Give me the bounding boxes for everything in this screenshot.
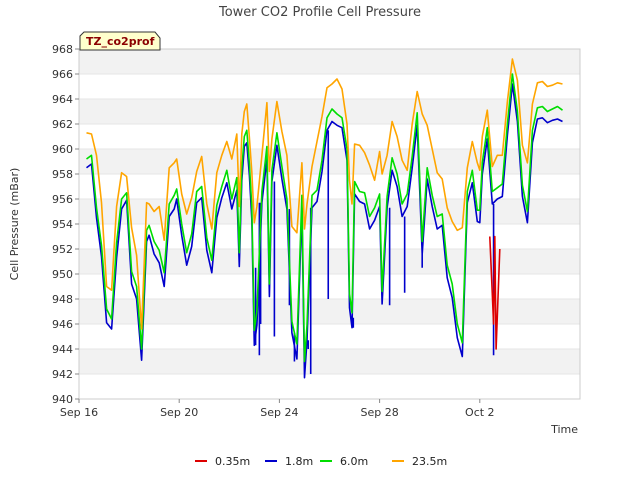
x-tick-label: Oct 2 — [465, 406, 495, 419]
y-tick-label: 956 — [52, 193, 73, 206]
grid-band — [79, 99, 580, 124]
x-tick-label: Sep 28 — [360, 406, 398, 419]
x-tick-label: Sep 16 — [60, 406, 98, 419]
y-tick-label: 964 — [52, 93, 73, 106]
series-line-6.0m — [86, 73, 563, 363]
series-layer — [86, 58, 563, 379]
grid-band — [79, 49, 580, 74]
series-line-23.5m — [86, 58, 563, 330]
legend: 0.35m 1.8m 6.0m 23.5m — [195, 455, 447, 468]
series-line-0.35m — [489, 235, 501, 350]
chart-title: Tower CO2 Profile Cell Pressure — [218, 5, 421, 20]
y-tick-label: 946 — [52, 318, 73, 331]
tag-label: TZ_co2prof — [86, 35, 155, 48]
y-tick-label: 954 — [52, 218, 73, 231]
series-line-1.8m — [86, 83, 563, 379]
legend-label-6.0m: 6.0m — [340, 455, 368, 468]
grid-band — [79, 299, 580, 324]
y-tick-label: 948 — [52, 293, 73, 306]
y-tick-label: 952 — [52, 243, 73, 256]
y-tick-label: 968 — [52, 43, 73, 56]
x-tick-label: Sep 20 — [160, 406, 198, 419]
y-tick-label: 940 — [52, 393, 73, 406]
x-axis-label: Time — [550, 423, 578, 436]
grid-band — [79, 149, 580, 174]
chart-tag: TZ_co2prof — [79, 31, 161, 51]
y-axis-label: Cell Pressure (mBar) — [8, 168, 21, 281]
legend-label-23.5m: 23.5m — [412, 455, 447, 468]
grid-band — [79, 199, 580, 224]
y-tick-label: 966 — [52, 68, 73, 81]
tag-box — [79, 31, 161, 51]
plot-background — [79, 48, 580, 400]
y-tick-label: 950 — [52, 268, 73, 281]
axes-layer: 940 942 944 946 948 950 952 954 956 958 960 962 964 9… — [52, 43, 581, 419]
y-tick-label: 944 — [52, 343, 73, 356]
legend-label-1.8m: 1.8m — [285, 455, 313, 468]
y-tick-label: 962 — [52, 118, 73, 131]
x-tick-label: Sep 24 — [260, 406, 298, 419]
y-tick-label: 960 — [52, 143, 73, 156]
legend-label-0.35m: 0.35m — [215, 455, 250, 468]
grid-band — [79, 349, 580, 374]
y-tick-label: 942 — [52, 368, 73, 381]
y-tick-label: 958 — [52, 168, 73, 181]
